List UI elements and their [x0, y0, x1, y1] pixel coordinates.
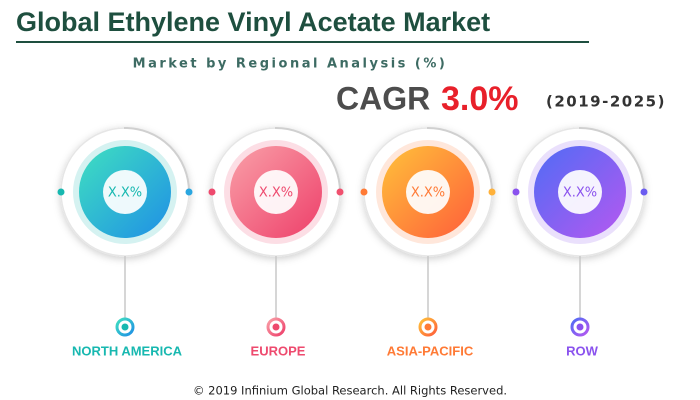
marker-dot: [121, 323, 129, 331]
region-name: ASIA-PACIFIC: [387, 343, 474, 358]
subtitle: Market by Regional Analysis (%): [133, 57, 448, 72]
region-share: X.X%: [411, 186, 445, 201]
ring-dot: [185, 188, 193, 196]
ring-dot: [57, 188, 65, 196]
region-share: X.X%: [108, 186, 142, 201]
ring-dot: [336, 188, 344, 196]
ring-dot: [640, 188, 648, 196]
region-name: NORTH AMERICA: [72, 343, 183, 358]
ring-arc: [123, 126, 190, 193]
title: Global Ethylene Vinyl Acetate Market: [16, 7, 490, 37]
regions: X.X% NORTH AMERICA X.X% EUROPE X.X% ASIA-PACI…: [57, 126, 648, 363]
ring-dot: [488, 188, 496, 196]
ring-arc: [274, 126, 341, 193]
marker-dot: [424, 323, 432, 331]
region-name: ROW: [566, 343, 599, 358]
cagr-value: 3.0%: [441, 80, 519, 118]
inner-disc: [406, 170, 450, 214]
ring-dot: [512, 188, 520, 196]
marker-dot: [576, 323, 584, 331]
cagr-period: (2019-2025): [546, 93, 666, 111]
ring-dot: [360, 188, 368, 196]
marker-dot: [272, 323, 280, 331]
inner-disc: [254, 170, 298, 214]
cagr-label: CAGR: [336, 80, 430, 116]
ring-arc: [578, 126, 645, 193]
footer: © 2019 Infinium Global Research. All Rig…: [193, 384, 507, 398]
region-share: X.X%: [259, 186, 293, 201]
inner-disc: [103, 170, 147, 214]
region-share: X.X%: [563, 186, 597, 201]
inner-disc: [558, 170, 602, 214]
region-name: EUROPE: [251, 343, 306, 358]
ring-dot: [208, 188, 216, 196]
ring-arc: [426, 126, 493, 193]
